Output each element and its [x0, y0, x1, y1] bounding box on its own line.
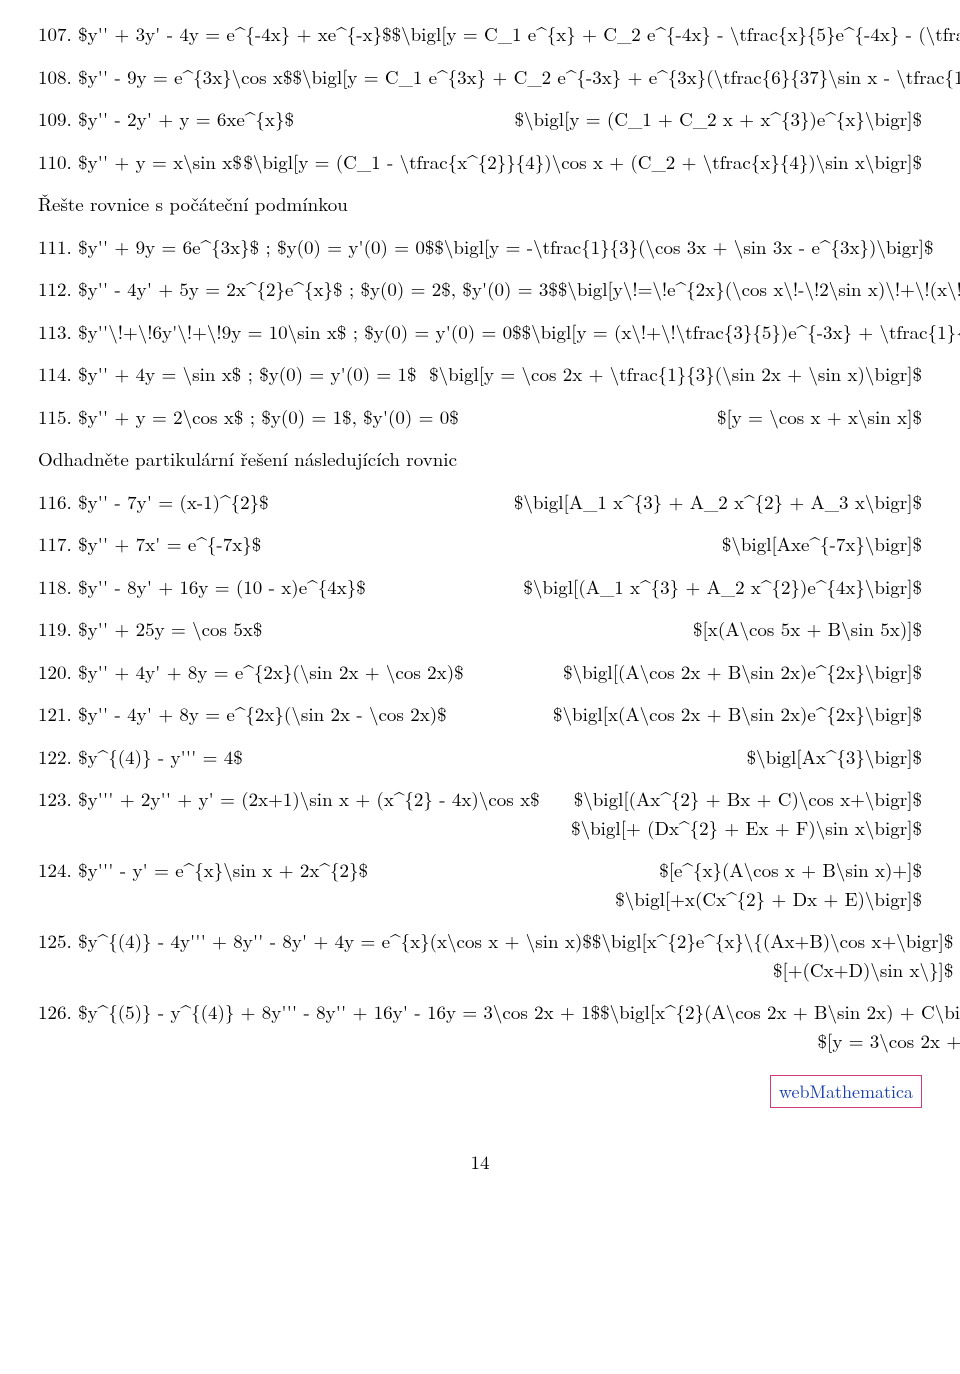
exercise-row: 126. $y^{(5)} - y^{(4)} + 8y''' - 8y'' +… [38, 998, 922, 1055]
exercise-lhs: 120. $y'' + 4y' + 8y = e^{2x}(\sin 2x + … [38, 658, 464, 687]
exercise-rhs: $\bigl[y = (C_1 - \tfrac{x^{2}}{4})\cos … [243, 148, 922, 177]
exercise-rhs: $\bigl[(A\cos 2x + B\sin 2x)e^{2x}\bigr]… [563, 658, 922, 687]
exercise-lhs: 111. $y'' + 9y = 6e^{3x}$ ; $y(0) = y'(0… [38, 233, 434, 262]
exercise-lhs: 125. $y^{(4)} - 4y''' + 8y'' - 8y' + 4y … [38, 927, 592, 956]
exercise-lhs: 112. $y'' - 4y' + 5y = 2x^{2}e^{x}$ ; $y… [38, 275, 558, 304]
exercise-lhs: 117. $y'' + 7x' = e^{-7x}$ [38, 530, 261, 559]
exercise-lhs: 123. $y''' + 2y'' + y' = (2x+1)\sin x + … [38, 785, 540, 814]
exercise-row: 122. $y^{(4)} - y''' = 4$ $\bigl[Ax^{3}\b… [38, 743, 922, 772]
exercise-rhs: $\bigl[x^{2}(A\cos 2x + B\sin 2x) + C\bi… [600, 998, 960, 1055]
exercise-lhs: 122. $y^{(4)} - y''' = 4$ [38, 743, 243, 772]
exercise-lhs: 126. $y^{(5)} - y^{(4)} + 8y''' - 8y'' +… [38, 998, 600, 1027]
exercise-row: 115. $y'' + y = 2\cos x$ ; $y(0) = 1$, $… [38, 403, 922, 432]
exercise-rhs: $\bigl[y = (C_1 + C_2 x + x^{3})e^{x}\bi… [514, 105, 922, 134]
exercise-lhs: 110. $y'' + y = x\sin x$ [38, 148, 242, 177]
exercise-lhs: 108. $y'' - 9y = e^{3x}\cos x$ [38, 63, 292, 92]
exercise-row: 116. $y'' - 7y' = (x-1)^{2}$ $\bigl[A_1 x… [38, 488, 922, 517]
exercise-lhs: 109. $y'' - 2y' + y = 6xe^{x}$ [38, 105, 294, 134]
exercise-row: 111. $y'' + 9y = 6e^{3x}$ ; $y(0) = y'(0… [38, 233, 922, 262]
exercise-lhs: 113. $y''\!+\!6y'\!+\!9y = 10\sin x$ ; $… [38, 318, 522, 347]
section-heading: Řešte rovnice s počáteční podmínkou [38, 190, 922, 219]
exercise-row: 119. $y'' + 25y = \cos 5x$ $[x(A\cos 5x +… [38, 615, 922, 644]
exercise-rhs: $[y = \cos x + x\sin x]$ [717, 403, 922, 432]
exercise-lhs: 107. $y'' + 3y' - 4y = e^{-4x} + xe^{-x}… [38, 20, 392, 49]
exercise-rhs: $\bigl[(A_1 x^{3} + A_2 x^{2})e^{4x}\big… [523, 573, 922, 602]
exercise-row: 117. $y'' + 7x' = e^{-7x}$ $\bigl[Axe^{-7… [38, 530, 922, 559]
exercise-rhs: $\bigl[y\!=\!e^{2x}(\cos x\!-\!2\sin x)\… [558, 275, 960, 304]
exercise-lhs: 124. $y''' - y' = e^{x}\sin x + 2x^{2}$ [38, 856, 368, 885]
exercise-lhs: 114. $y'' + 4y = \sin x$ ; $y(0) = y'(0)… [38, 360, 417, 389]
exercise-lhs: 121. $y'' - 4y' + 8y = e^{2x}(\sin 2x - … [38, 700, 447, 729]
exercise-row: 123. $y''' + 2y'' + y' = (2x+1)\sin x + … [38, 785, 922, 842]
exercise-row: 112. $y'' - 4y' + 5y = 2x^{2}e^{x}$ ; $y… [38, 275, 922, 304]
section-heading: Odhadněte partikulární řešení následujíc… [38, 445, 922, 474]
exercise-row: 124. $y''' - y' = e^{x}\sin x + 2x^{2}$ $… [38, 856, 922, 913]
exercise-row: 118. $y'' - 8y' + 16y = (10 - x)e^{4x}$ $… [38, 573, 922, 602]
exercise-rhs: $\bigl[y = -\tfrac{1}{3}(\cos 3x + \sin … [434, 233, 933, 262]
exercise-row: 114. $y'' + 4y = \sin x$ ; $y(0) = y'(0)… [38, 360, 922, 389]
exercise-row: 108. $y'' - 9y = e^{3x}\cos x$$\bigl[y =… [38, 63, 922, 92]
exercise-row: 120. $y'' + 4y' + 8y = e^{2x}(\sin 2x + … [38, 658, 922, 687]
exercise-rhs: $\bigl[Axe^{-7x}\bigr]$ [722, 530, 922, 559]
exercise-lhs: 118. $y'' - 8y' + 16y = (10 - x)e^{4x}$ [38, 573, 366, 602]
exercise-rhs: $\bigl[x^{2}e^{x}\{(Ax+B)\cos x+\bigr]$$… [592, 927, 953, 984]
exercise-rhs: $[x(A\cos 5x + B\sin 5x)]$ [693, 615, 922, 644]
exercise-rhs: $\bigl[y = C_1 e^{x} + C_2 e^{-4x} - \tf… [392, 20, 960, 49]
webmathematica-link[interactable]: webMathematica [770, 1075, 922, 1108]
exercise-rhs: $\bigl[(Ax^{2} + Bx + C)\cos x+\bigr]$$\… [571, 785, 922, 842]
exercise-rhs: $[e^{x}(A\cos x + B\sin x)+]$$\bigl[+x(C… [615, 856, 922, 913]
exercise-row: 107. $y'' + 3y' - 4y = e^{-4x} + xe^{-x}… [38, 20, 922, 49]
exercise-lhs: 119. $y'' + 25y = \cos 5x$ [38, 615, 262, 644]
exercise-row: 125. $y^{(4)} - 4y''' + 8y'' - 8y' + 4y … [38, 927, 922, 984]
exercise-rhs: $\bigl[y = \cos 2x + \tfrac{1}{3}(\sin 2… [429, 360, 922, 389]
exercise-lhs: 116. $y'' - 7y' = (x-1)^{2}$ [38, 488, 269, 517]
exercise-rhs: $\bigl[y = C_1 e^{3x} + C_2 e^{-3x} + e^… [292, 63, 960, 92]
exercise-lhs: 115. $y'' + y = 2\cos x$ ; $y(0) = 1$, $… [38, 403, 459, 432]
exercise-row: 121. $y'' - 4y' + 8y = e^{2x}(\sin 2x - … [38, 700, 922, 729]
exercise-rhs: $\bigl[x(A\cos 2x + B\sin 2x)e^{2x}\bigr… [553, 700, 922, 729]
exercise-rhs: $\bigl[y = (x\!+\!\tfrac{3}{5})e^{-3x} +… [522, 318, 960, 347]
exercise-row: 113. $y''\!+\!6y'\!+\!9y = 10\sin x$ ; $… [38, 318, 922, 347]
page-number: 14 [38, 1148, 922, 1177]
exercise-row: 109. $y'' - 2y' + y = 6xe^{x}$ $\bigl[y =… [38, 105, 922, 134]
exercise-rhs: $\bigl[A_1 x^{3} + A_2 x^{2} + A_3 x\big… [514, 488, 922, 517]
exercise-rhs: $\bigl[Ax^{3}\bigr]$ [747, 743, 922, 772]
exercise-row: 110. $y'' + y = x\sin x$$\bigl[y = (C_1 … [38, 148, 922, 177]
